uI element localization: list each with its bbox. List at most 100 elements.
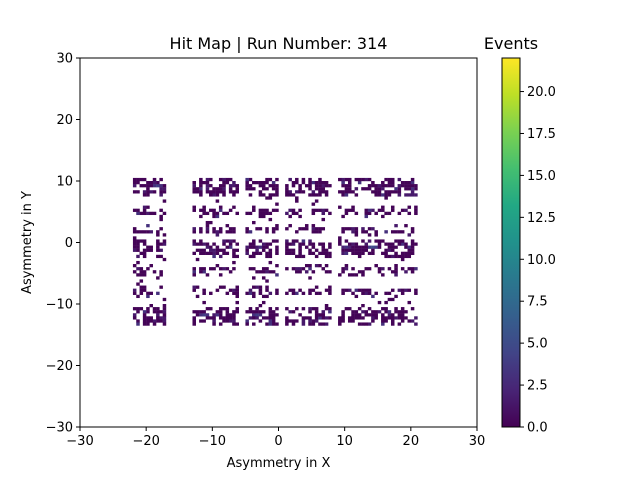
heatmap-cell	[162, 187, 167, 191]
heatmap-cell	[136, 211, 140, 216]
heatmap-cell	[255, 313, 259, 317]
heatmap-cell	[285, 248, 289, 252]
heatmap-cell	[354, 313, 359, 317]
heatmap-cell	[228, 316, 233, 320]
heatmap-cell	[328, 307, 332, 311]
heatmap-cell	[321, 242, 326, 246]
heatmap-cell	[136, 307, 140, 311]
heatmap-cell	[374, 187, 378, 191]
heatmap-cell	[255, 227, 259, 231]
heatmap-cell	[291, 251, 296, 255]
heatmap-cell	[367, 251, 372, 255]
heatmap-cell	[232, 239, 236, 243]
heatmap-cell	[390, 184, 395, 188]
heatmap-cell	[142, 242, 147, 246]
x-tick-label: −10	[199, 434, 226, 449]
heatmap-cell	[199, 193, 203, 197]
heatmap-cell	[298, 254, 302, 259]
heatmap-cell	[377, 193, 382, 197]
heatmap-cell	[374, 211, 378, 216]
heatmap-cell	[351, 251, 355, 255]
heatmap-cell	[156, 310, 160, 314]
heatmap-cell	[291, 267, 296, 271]
heatmap-cell	[404, 224, 408, 228]
heatmap-cell	[288, 208, 292, 212]
heatmap-cell	[202, 242, 206, 246]
heatmap-cell	[235, 300, 239, 305]
heatmap-cell	[132, 230, 137, 234]
heatmap-cell	[258, 270, 263, 274]
heatmap-cell	[156, 181, 160, 185]
heatmap-cell	[390, 248, 395, 252]
heatmap-cell	[367, 313, 372, 317]
heatmap-cell	[298, 208, 302, 212]
heatmap-cell	[199, 310, 203, 314]
heatmap-cell	[351, 230, 355, 234]
heatmap-cell	[162, 199, 167, 203]
heatmap-cell	[162, 242, 167, 246]
heatmap-cell	[328, 242, 332, 246]
heatmap-cell	[245, 319, 249, 323]
heatmap-cell	[146, 205, 150, 209]
heatmap-cell	[248, 184, 253, 188]
heatmap-cell	[387, 310, 392, 314]
heatmap-cell	[390, 208, 395, 212]
heatmap-cell	[361, 251, 365, 255]
heatmap-cell	[390, 190, 395, 194]
heatmap-cell	[265, 316, 269, 320]
heatmap-cell	[367, 245, 372, 249]
heatmap-cell	[218, 307, 223, 311]
heatmap-cell	[258, 181, 263, 185]
heatmap-cell	[361, 322, 365, 326]
heatmap-cell	[232, 319, 236, 323]
chart-title: Hit Map | Run Number: 314	[170, 34, 388, 53]
heatmap-cell	[354, 316, 359, 320]
heatmap-cell	[394, 267, 398, 271]
heatmap-cell	[324, 270, 329, 274]
heatmap-cell	[271, 187, 276, 191]
heatmap-cell	[341, 230, 345, 234]
heatmap-cell	[222, 211, 226, 216]
heatmap-cell	[295, 239, 299, 243]
heatmap-cell	[142, 248, 147, 252]
heatmap-cell	[318, 291, 322, 295]
heatmap-cell	[387, 211, 392, 216]
heatmap-cell	[248, 310, 253, 314]
heatmap-cell	[215, 230, 220, 234]
heatmap-cell	[288, 190, 292, 194]
heatmap-cell	[384, 184, 388, 188]
heatmap-cell	[407, 181, 412, 185]
heatmap-cell	[195, 242, 200, 246]
heatmap-cell	[311, 190, 316, 194]
heatmap-cell	[361, 291, 365, 295]
heatmap-cell	[156, 239, 160, 243]
heatmap-cell	[298, 184, 302, 188]
heatmap-cell	[142, 313, 147, 317]
heatmap-cell	[195, 190, 200, 194]
heatmap-cell	[258, 304, 263, 308]
heatmap-cell	[314, 319, 319, 323]
heatmap-cell	[209, 184, 213, 188]
heatmap-cell	[222, 248, 226, 252]
heatmap-cell	[338, 242, 342, 246]
heatmap-cell	[311, 251, 316, 255]
heatmap-cell	[139, 184, 144, 188]
heatmap-cell	[225, 245, 230, 249]
heatmap-cell	[407, 251, 412, 255]
heatmap-cell	[304, 270, 309, 274]
heatmap-cell	[397, 313, 402, 317]
heatmap-cell	[367, 208, 372, 212]
heatmap-cell	[156, 254, 160, 259]
heatmap-cell	[404, 181, 408, 185]
heatmap-cell	[159, 184, 163, 188]
heatmap-cell	[318, 208, 322, 212]
heatmap-cell	[390, 297, 395, 302]
heatmap-cell	[301, 322, 306, 326]
heatmap-cell	[387, 245, 392, 249]
heatmap-cell	[318, 193, 322, 197]
heatmap-cell	[275, 227, 279, 231]
heatmap-cell	[162, 190, 167, 194]
heatmap-cell	[275, 245, 279, 249]
heatmap-cell	[258, 285, 263, 289]
heatmap-cell	[195, 313, 200, 317]
